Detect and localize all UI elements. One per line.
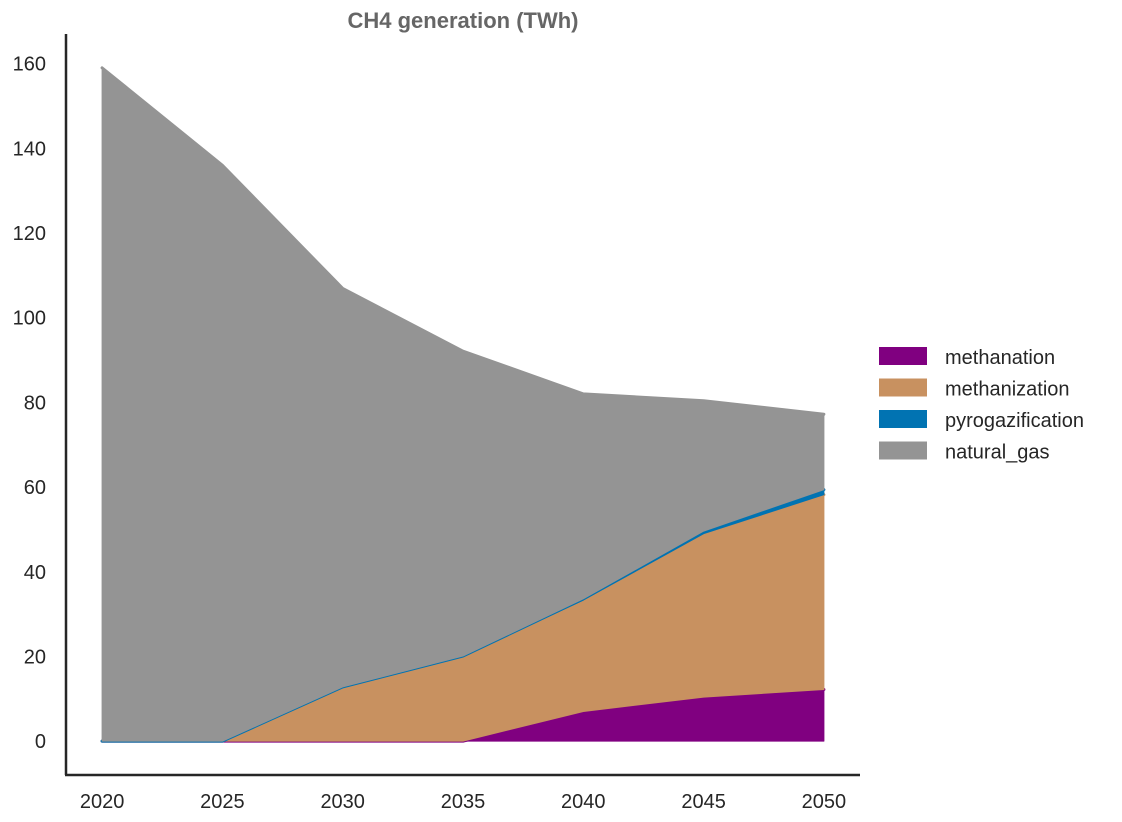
area-layer [100,66,826,743]
y-tick-label: 40 [24,562,46,584]
legend-swatch-pyrogazification [879,410,927,428]
y-tick-label: 120 [13,223,46,245]
legend-label-pyrogazification: pyrogazification [945,410,1084,432]
y-tick-labels: 0 20 40 60 80 100 120 140 160 [13,54,46,753]
chart-title: CH4 generation (TWh) [348,8,579,33]
line-natural-gas [100,66,826,416]
y-tick-label: 80 [24,392,46,414]
y-tick-label: 60 [24,477,46,499]
y-tick-label: 140 [13,138,46,160]
x-tick-label: 2030 [320,791,365,813]
legend-label-methanization: methanization [945,379,1070,401]
legend-swatch-methanization [879,378,927,397]
x-tick-labels: 2020 2025 2030 2035 2040 2045 2050 [80,791,846,813]
x-tick-label: 2050 [802,791,847,813]
x-tick-label: 2045 [681,791,726,813]
x-tick-label: 2040 [561,791,606,813]
axes [64,34,860,777]
y-tick-label: 100 [13,308,46,330]
y-tick-label: 20 [24,646,46,668]
y-tick-label: 160 [13,54,46,76]
y-tick-label: 0 [35,731,46,753]
x-tick-label: 2025 [200,791,245,813]
legend-swatch-natural-gas [879,441,927,460]
x-tick-label: 2035 [441,791,486,813]
legend-label-natural-gas: natural_gas [945,442,1050,464]
legend: methanation methanization pyrogazification… [879,347,1084,464]
x-tick-label: 2020 [80,791,125,813]
legend-label-methanation: methanation [945,347,1055,369]
legend-swatch-methanation [879,347,927,365]
